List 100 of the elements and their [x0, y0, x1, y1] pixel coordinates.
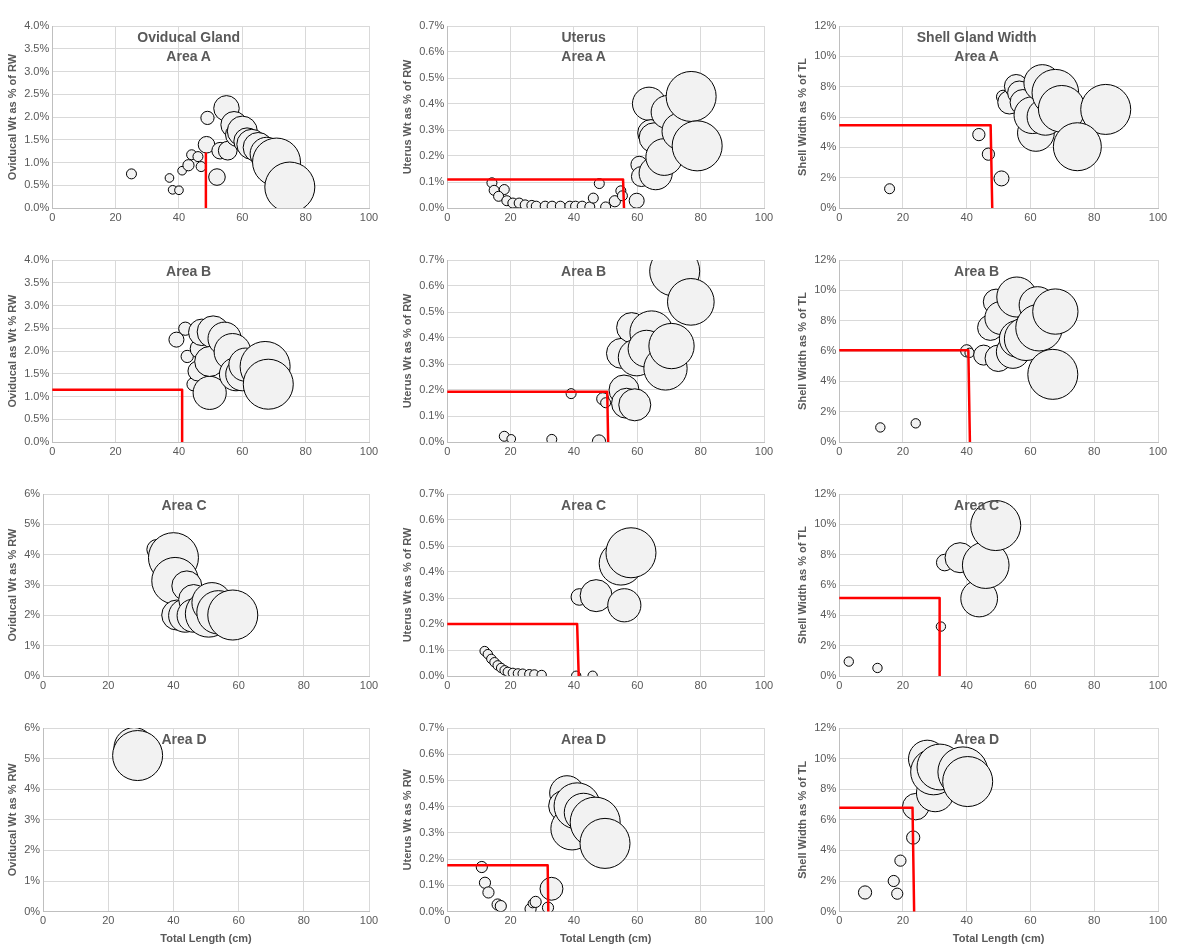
y-tick-label: 8% [820, 782, 837, 795]
y-tick-label: 12% [814, 253, 837, 266]
x-tick-label: 20 [896, 914, 910, 927]
chart-title: Area C [561, 496, 607, 513]
y-tick-label: 0.4% [419, 97, 445, 110]
x-tick-label: 0 [444, 210, 451, 223]
y-axis-title: Shell Width as % of TL [795, 291, 808, 410]
y-tick-label: 3.5% [24, 41, 50, 54]
x-tick-label: 0 [40, 678, 47, 691]
y-tick-label: 12% [814, 487, 837, 500]
x-tick-label: 20 [109, 444, 122, 457]
y-tick-label: 10% [814, 517, 837, 530]
y-tick-label: 2% [24, 608, 41, 621]
y-tick-label: 5% [24, 517, 41, 530]
x-tick-label: 100 [754, 914, 774, 927]
x-tick-label: 40 [567, 678, 581, 691]
y-tick-label: 0.3% [419, 591, 445, 604]
y-tick-label: 2.0% [24, 110, 50, 123]
x-tick-label: 100 [754, 678, 774, 691]
y-tick-label: 4.0% [24, 19, 50, 32]
y-axis-title: Oviducal Wt as % RW [5, 527, 18, 642]
y-tick-label: 1% [24, 874, 41, 887]
x-tick-label: 80 [1088, 444, 1101, 457]
y-tick-label: 0.3% [419, 825, 445, 838]
text: Area A [166, 47, 211, 64]
x-tick-label: 20 [896, 444, 910, 457]
y-tick-label: 0.0% [24, 201, 50, 214]
y-tick-label: 2.0% [24, 344, 50, 357]
x-axis-title: Total Length (cm) [160, 932, 253, 945]
y-tick-label: 5% [24, 751, 41, 764]
y-tick-label: 6% [820, 344, 837, 357]
x-tick-label: 20 [504, 914, 517, 927]
x-tick-label: 40 [567, 210, 581, 223]
y-tick-label: 1.0% [24, 155, 50, 168]
x-tick-label: 0 [836, 678, 843, 691]
y-tick-label: 0% [24, 904, 41, 917]
y-tick-label: 2% [24, 843, 41, 856]
chart-title: Area B [166, 262, 212, 279]
y-axis-title: Shell Width as % of TL [795, 525, 808, 644]
y-tick-label: 6% [820, 578, 837, 591]
y-tick-label: 0.6% [419, 513, 445, 526]
x-tick-label: 0 [444, 914, 451, 927]
y-tick-label: 0.7% [419, 19, 445, 32]
x-tick-label: 0 [836, 444, 843, 457]
x-tick-label: 100 [754, 444, 774, 457]
y-tick-label: 0.2% [419, 149, 445, 162]
x-tick-label: 40 [567, 914, 581, 927]
y-tick-label: 8% [820, 547, 837, 560]
y-tick-label: 0.1% [419, 878, 445, 891]
x-tick-label: 60 [631, 914, 644, 927]
x-tick-label: 60 [1024, 914, 1037, 927]
y-tick-label: 0% [820, 201, 837, 214]
y-axis-title: Uterus Wt as % RW [400, 768, 413, 871]
y-tick-label: 0.0% [419, 904, 445, 917]
y-tick-label: 2% [820, 170, 837, 183]
x-tick-label: 100 [359, 678, 379, 691]
y-tick-label: 3% [24, 812, 41, 825]
y-axis-title: Uterus Wt as % of RW [400, 527, 413, 643]
y-tick-label: 0.4% [419, 565, 445, 578]
x-tick-label: 60 [236, 210, 249, 223]
y-tick-label: 8% [820, 79, 837, 92]
x-tick-label: 60 [631, 444, 644, 457]
y-tick-label: 0.1% [419, 643, 445, 656]
y-tick-label: 0.7% [419, 253, 445, 266]
y-tick-label: 0.5% [419, 305, 445, 318]
y-tick-label: 2% [820, 874, 837, 887]
y-tick-label: 3.5% [24, 275, 50, 288]
x-axis-title: Total Length (cm) [952, 932, 1045, 945]
x-tick-label: 20 [504, 444, 517, 457]
y-tick-label: 1.5% [24, 366, 50, 379]
y-tick-label: 0% [820, 669, 837, 682]
y-tick-label: 4% [24, 782, 41, 795]
x-tick-label: 40 [960, 210, 973, 223]
x-tick-label: 20 [504, 210, 517, 223]
y-axis-title: Uterus Wt as % of RW [400, 293, 413, 409]
x-tick-label: 80 [299, 210, 312, 223]
x-axis-title: Total Length (cm) [559, 932, 652, 945]
y-tick-label: 0.5% [419, 773, 445, 786]
y-tick-label: 0.0% [24, 435, 50, 448]
x-tick-label: 100 [1148, 444, 1168, 457]
x-tick-label: 60 [1024, 444, 1037, 457]
y-axis-title: Shell Width as % of TL [795, 760, 808, 879]
x-tick-label: 20 [102, 678, 115, 691]
y-tick-label: 2% [820, 638, 837, 651]
y-tick-label: 0.4% [419, 331, 445, 344]
x-tick-label: 0 [444, 678, 451, 691]
x-tick-label: 100 [1148, 210, 1168, 223]
y-tick-label: 0% [820, 904, 837, 917]
y-tick-label: 0.1% [419, 409, 445, 422]
x-tick-label: 80 [1088, 914, 1101, 927]
x-tick-label: 80 [694, 444, 707, 457]
text: Area A [561, 47, 606, 64]
y-tick-label: 6% [24, 721, 41, 734]
x-tick-label: 0 [49, 444, 56, 457]
y-tick-label: 3.0% [24, 64, 50, 77]
y-tick-label: 0.2% [419, 852, 445, 865]
y-tick-label: 0.2% [419, 617, 445, 630]
y-tick-label: 3.0% [24, 298, 50, 311]
x-tick-label: 60 [232, 914, 245, 927]
x-tick-label: 40 [172, 210, 186, 223]
